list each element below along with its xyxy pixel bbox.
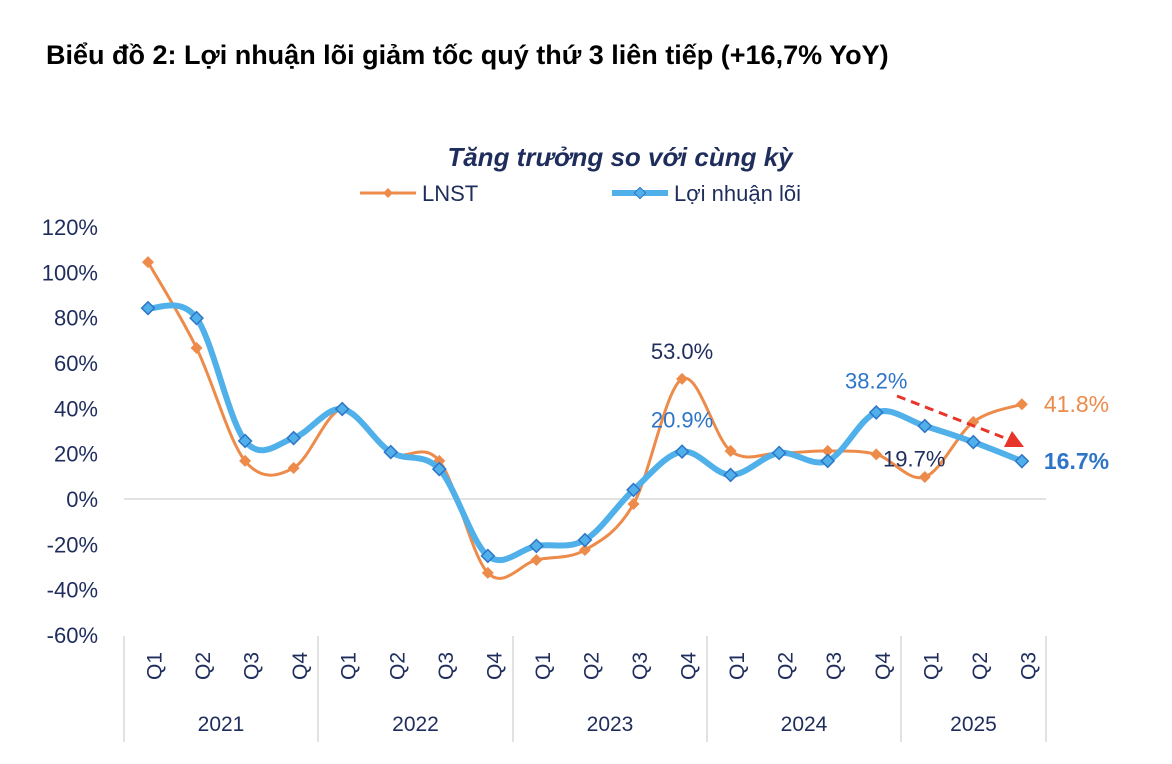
- page-title: Biểu đồ 2: Lợi nhuận lõi giảm tốc quý th…: [46, 40, 889, 70]
- x-tick-label: Q3: [1017, 652, 1040, 680]
- data-point-core-profit: [431, 461, 447, 477]
- data-label: 41.8%: [1044, 391, 1109, 417]
- chart-title: Tăng trưởng so với cùng kỳ: [447, 142, 794, 172]
- x-tick-label: Q1: [920, 652, 943, 680]
- legend-marker-1: [633, 186, 647, 200]
- x-tick-label: Q4: [483, 652, 506, 680]
- data-point-core-profit: [577, 532, 593, 548]
- data-point-core-profit: [286, 430, 302, 446]
- data-point-core-profit: [917, 418, 933, 434]
- year-label: 2024: [781, 713, 828, 736]
- y-tick-label: 80%: [54, 306, 98, 331]
- y-tick-label: -20%: [47, 532, 98, 557]
- y-tick-label: -40%: [47, 578, 98, 603]
- data-point-lnst: [141, 256, 155, 269]
- data-point-lnst: [724, 444, 737, 457]
- data-point-core-profit: [383, 444, 399, 460]
- data-point-lnst: [918, 470, 931, 484]
- x-tick-label: Q2: [192, 652, 215, 680]
- data-point-core-profit: [674, 444, 690, 460]
- year-label: 2023: [587, 713, 634, 736]
- data-point-lnst: [239, 454, 252, 467]
- y-tick-label: -60%: [47, 623, 98, 648]
- year-label: 2021: [198, 713, 245, 736]
- data-point-core-profit: [140, 300, 156, 316]
- x-tick-label: Q1: [338, 652, 361, 680]
- x-tick-label: Q4: [289, 652, 312, 680]
- data-point-core-profit: [965, 434, 981, 450]
- data-label: 53.0%: [651, 339, 713, 364]
- data-label: 19.7%: [883, 446, 945, 471]
- x-tick-label: Q2: [969, 652, 992, 680]
- data-point-core-profit: [237, 433, 253, 449]
- y-tick-label: 20%: [54, 442, 98, 467]
- data-point-lnst: [481, 566, 494, 579]
- data-point-core-profit: [626, 482, 641, 498]
- data-point-lnst: [627, 497, 640, 510]
- y-tick-label: 60%: [54, 351, 98, 376]
- data-point-core-profit: [528, 538, 544, 554]
- x-tick-label: Q4: [678, 652, 701, 680]
- legend-label-1: Lợi nhuận lõi: [674, 181, 801, 206]
- data-point-core-profit: [820, 453, 836, 469]
- data-point-core-profit: [189, 310, 204, 326]
- x-tick-label: Q4: [872, 652, 895, 680]
- x-tick-label: Q1: [532, 652, 555, 680]
- x-tick-label: Q1: [144, 652, 167, 680]
- data-point-core-profit: [334, 401, 350, 417]
- x-tick-label: Q1: [726, 652, 749, 680]
- data-point-lnst: [190, 342, 203, 355]
- data-point-lnst: [1015, 398, 1028, 411]
- legend-marker-0: [383, 188, 393, 198]
- year-label: 2022: [392, 713, 439, 736]
- data-point-lnst: [578, 543, 591, 557]
- data-point-lnst: [287, 461, 300, 474]
- data-label: 20.9%: [651, 408, 713, 433]
- x-tick-label: Q2: [580, 652, 603, 680]
- year-label: 2025: [950, 713, 997, 736]
- data-point-core-profit: [1014, 453, 1030, 469]
- x-tick-label: Q3: [629, 652, 652, 680]
- data-label: 38.2%: [845, 368, 907, 393]
- data-point-lnst: [821, 444, 834, 457]
- y-tick-label: 100%: [42, 260, 98, 285]
- y-tick-label: 0%: [66, 487, 98, 512]
- data-point-core-profit: [723, 467, 739, 483]
- x-tick-label: Q2: [386, 652, 409, 680]
- series-line-core-profit: [147, 302, 1023, 564]
- data-point-core-profit: [868, 404, 884, 420]
- y-tick-label: 120%: [42, 215, 98, 240]
- data-label: 16.7%: [1044, 448, 1109, 474]
- y-tick-label: 40%: [54, 396, 98, 421]
- series-line-lnst: [146, 261, 1023, 580]
- trend-arrow-line: [896, 394, 1011, 442]
- data-point-lnst: [676, 372, 689, 385]
- data-point-core-profit: [480, 548, 496, 564]
- data-point-lnst: [870, 448, 883, 461]
- data-point-lnst: [530, 553, 543, 566]
- trend-arrow-head: [1004, 431, 1024, 447]
- x-tick-label: Q3: [435, 652, 458, 680]
- x-tick-label: Q3: [241, 652, 264, 680]
- data-point-core-profit: [771, 445, 787, 461]
- x-tick-label: Q2: [775, 652, 798, 680]
- legend-label-0: LNST: [422, 181, 478, 206]
- x-tick-label: Q3: [823, 652, 846, 680]
